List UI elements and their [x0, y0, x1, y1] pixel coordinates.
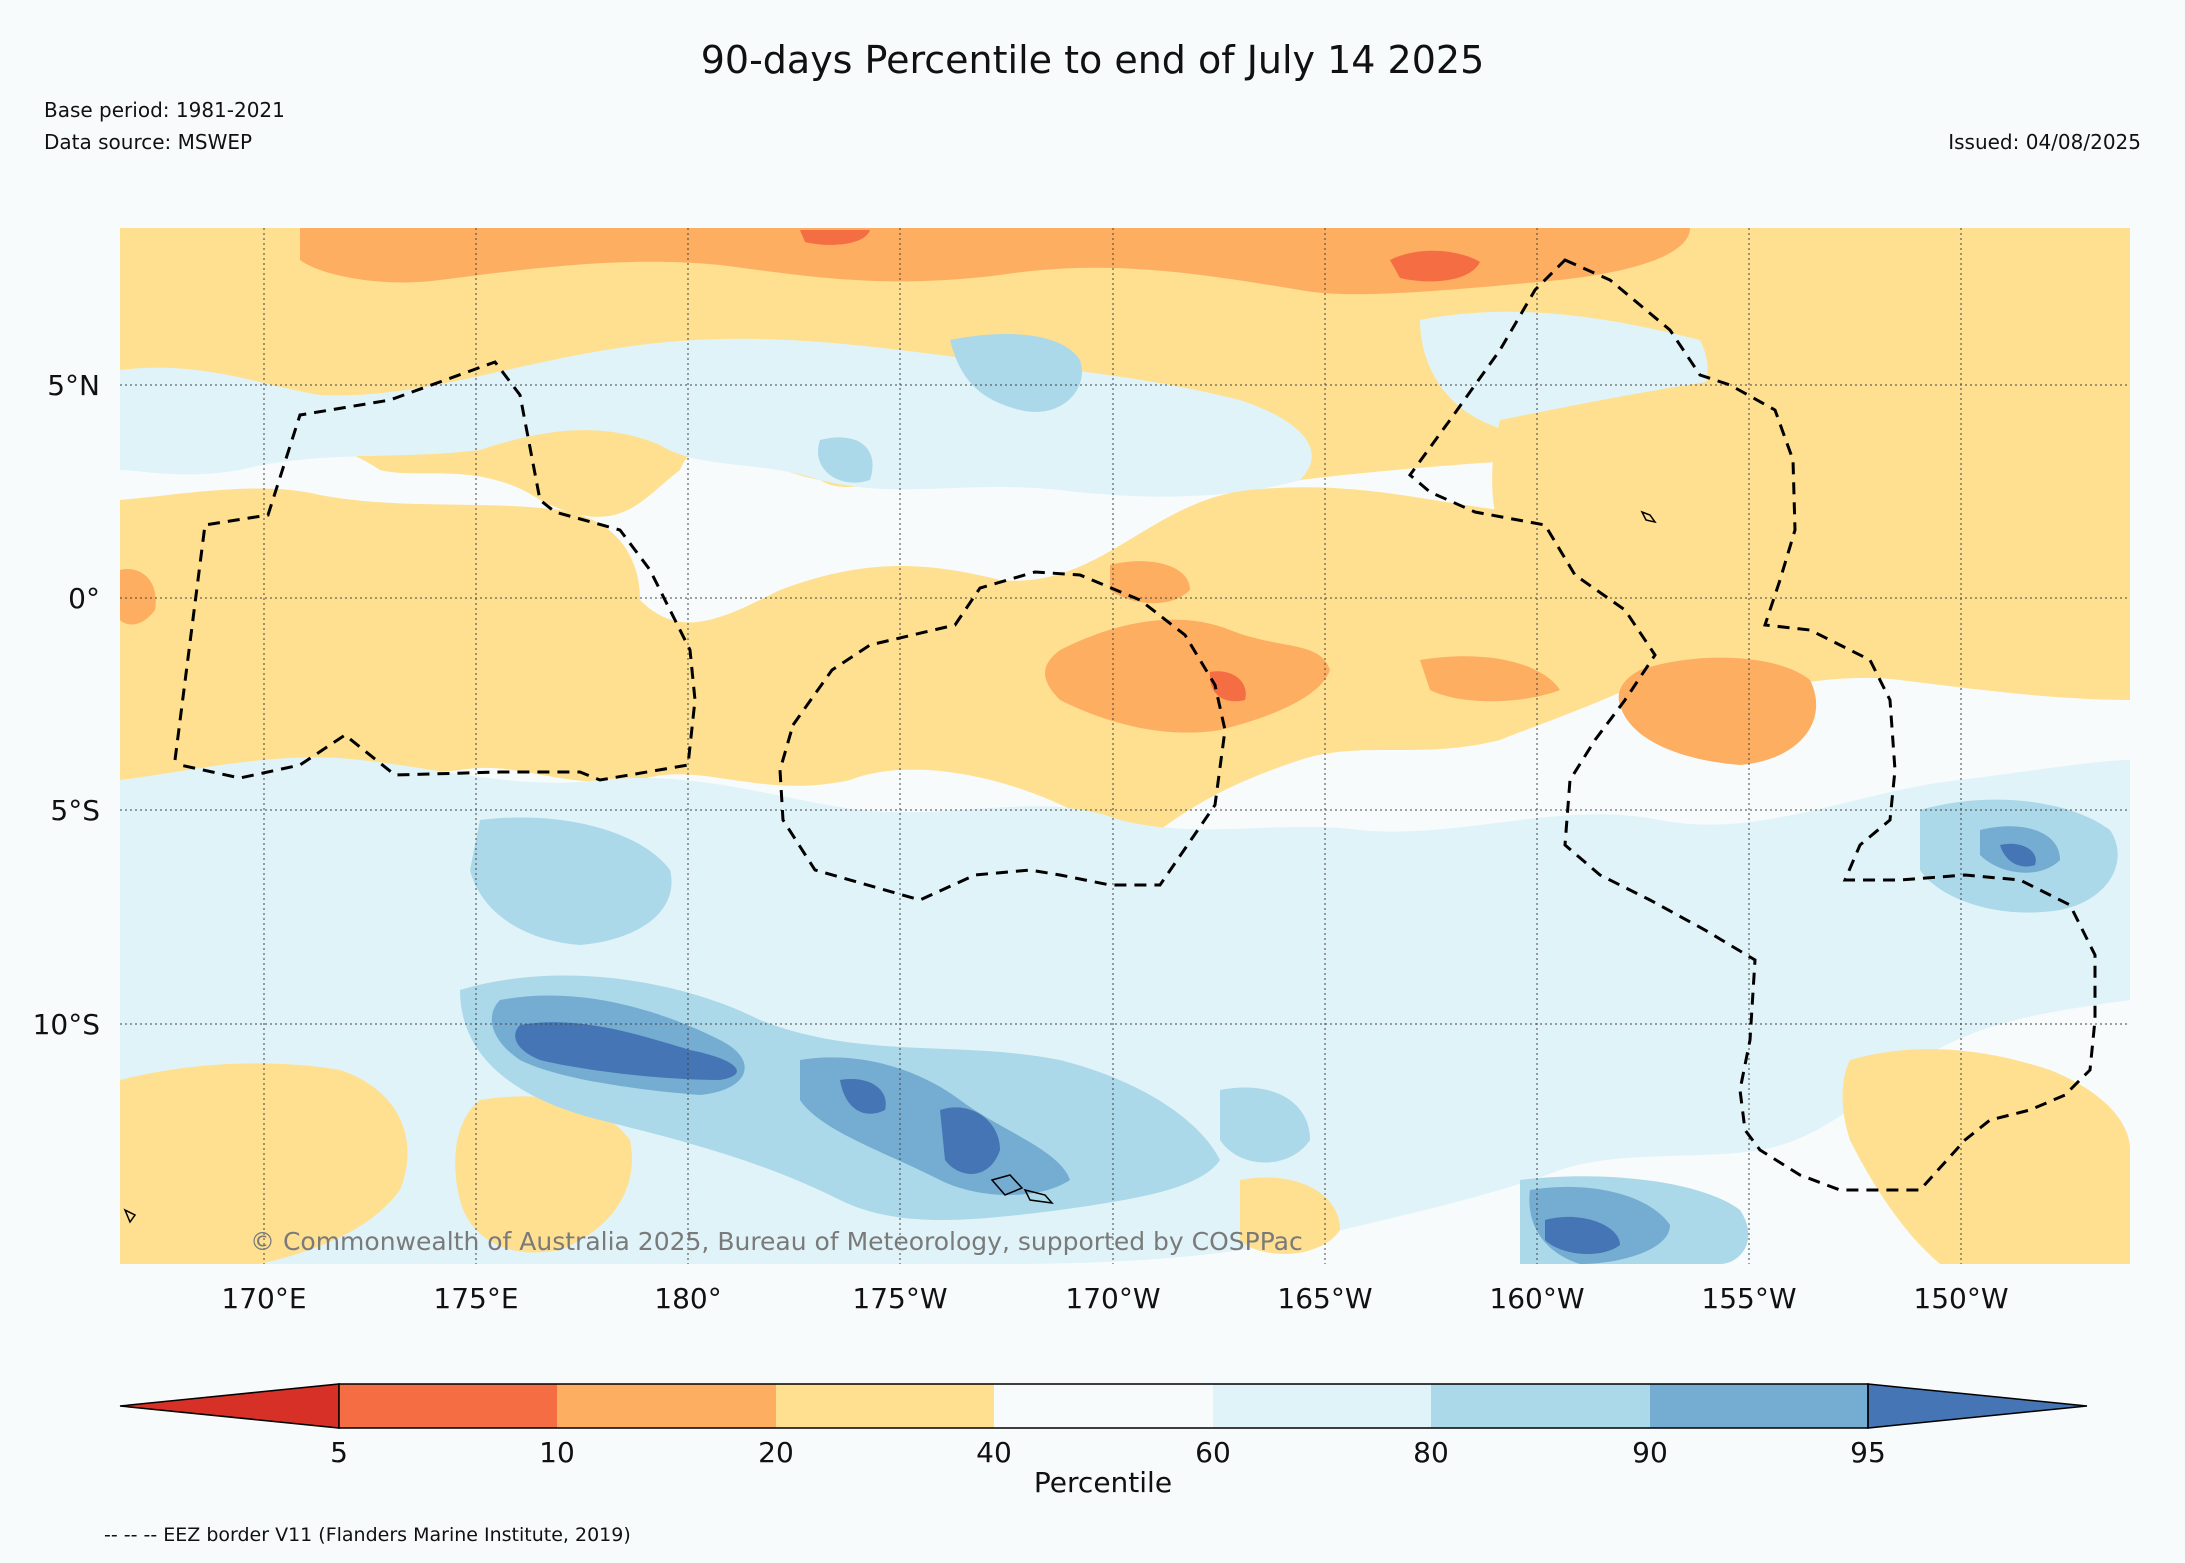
- colorbar-segment-below-5: [119, 1383, 340, 1429]
- zone-80-90-west: [470, 817, 672, 945]
- colorbar-tick-95: 95: [1850, 1436, 1886, 1469]
- data-source-text: Data source: MSWEP: [44, 130, 253, 154]
- island-outlines: [123, 510, 1657, 1224]
- zone-80-90-north-2: [818, 437, 873, 483]
- zone-5-10-north: [1390, 250, 1480, 282]
- lon-label-155w: 155°W: [1701, 1282, 1796, 1315]
- colorbar-segment-above-95: [1867, 1383, 2088, 1429]
- colorbar-tick-20: 20: [758, 1436, 794, 1469]
- map-title: 90-days Percentile to end of July 14 202…: [700, 38, 1485, 82]
- island-outline-3: [1640, 510, 1657, 524]
- colorbar-segment-10-20: [557, 1384, 776, 1428]
- colorbar-tick-90: 90: [1632, 1436, 1668, 1469]
- copyright-text: © Commonwealth of Australia 2025, Bureau…: [250, 1227, 1303, 1256]
- colorbar-tick-5: 5: [330, 1436, 348, 1469]
- zone-above-95-south: [515, 1022, 737, 1080]
- lon-label-175w: 175°W: [852, 1282, 947, 1315]
- zone-5-10-central: [1209, 671, 1246, 702]
- colorbar-segment-90-95: [1650, 1384, 1868, 1428]
- zone-above-95-bottom: [1545, 1216, 1620, 1255]
- zone-10-20-north: [300, 228, 1690, 295]
- issued-date-text: Issued: 04/08/2025: [1948, 130, 2141, 154]
- eez-borders: [173, 258, 2097, 1192]
- lon-label-150w: 150°W: [1913, 1282, 2008, 1315]
- eez-border-east: [1407, 258, 2097, 1192]
- lon-label-180: 180°: [654, 1282, 721, 1315]
- island-outline-2: [1023, 1188, 1054, 1205]
- eez-border-central: [778, 570, 1227, 902]
- lon-label-160w: 160°W: [1489, 1282, 1584, 1315]
- colorbar-segment-5-10: [339, 1384, 557, 1428]
- island-outline-4: [123, 1208, 137, 1224]
- colorbar-tick-40: 40: [976, 1436, 1012, 1469]
- colorbar: 5 10 20 40 60 80 90 95 Percentile: [119, 1383, 2088, 1499]
- zone-above-95-se: [2000, 843, 2036, 867]
- colorbar-segment-40-60: [994, 1384, 1213, 1428]
- zone-20-40-mid-south: [1240, 1177, 1340, 1254]
- island-outline-1: [990, 1174, 1024, 1196]
- zone-20-40-s: [455, 1096, 632, 1253]
- colorbar-label: Percentile: [1034, 1466, 1172, 1499]
- colorbar-tick-60: 60: [1195, 1436, 1231, 1469]
- zone-20-40-east: [1492, 340, 2130, 700]
- map-plot-area: © Commonwealth of Australia 2025, Bureau…: [120, 228, 2130, 1264]
- eez-border-west: [173, 360, 697, 782]
- zone-above-95-south-2: [940, 1107, 1000, 1174]
- longitude-labels: 170°E 175°E 180° 175°W 170°W 165°W 160°W…: [221, 1282, 2008, 1315]
- percentile-fill-layer: [120, 228, 2130, 1264]
- colorbar-frame: [338, 1383, 1869, 1429]
- zone-10-20-central-2: [1110, 561, 1190, 604]
- colorbar-segment-20-40: [776, 1384, 994, 1428]
- lat-label-0: 0°: [68, 582, 100, 615]
- zone-10-20-se-2: [1420, 656, 1560, 702]
- zone-10-20-se: [1618, 657, 1817, 765]
- latitude-labels: 5°N 0° 5°S 10°S: [33, 369, 100, 1041]
- zone-80-90-north: [950, 334, 1082, 412]
- lon-label-165w: 165°W: [1277, 1282, 1372, 1315]
- base-period-text: Base period: 1981-2021: [44, 98, 285, 122]
- lat-label-5n: 5°N: [47, 369, 100, 402]
- zone-5-10-north-2: [800, 230, 870, 245]
- zone-10-20-west: [120, 569, 156, 625]
- map-gridlines: [120, 228, 2130, 1264]
- colorbar-segment-80-90: [1431, 1384, 1650, 1428]
- eez-legend-note: -- -- -- EEZ border V11 (Flanders Marine…: [104, 1524, 631, 1546]
- lat-label-10s: 10°S: [33, 1008, 100, 1041]
- colorbar-tick-80: 80: [1413, 1436, 1449, 1469]
- zone-10-20-central: [1045, 619, 1330, 733]
- colorbar-segment-60-80: [1213, 1384, 1431, 1428]
- lon-label-170e: 170°E: [221, 1282, 306, 1315]
- lon-label-175e: 175°E: [433, 1282, 518, 1315]
- lon-label-170w: 170°W: [1065, 1282, 1160, 1315]
- zone-above-95-south-3: [840, 1079, 886, 1114]
- zone-80-90-mid: [1220, 1087, 1310, 1163]
- zone-20-40-central: [120, 487, 1730, 837]
- zone-20-40-se-corner: [1842, 1049, 2130, 1264]
- lat-label-5s: 5°S: [50, 794, 100, 827]
- colorbar-tick-10: 10: [539, 1436, 575, 1469]
